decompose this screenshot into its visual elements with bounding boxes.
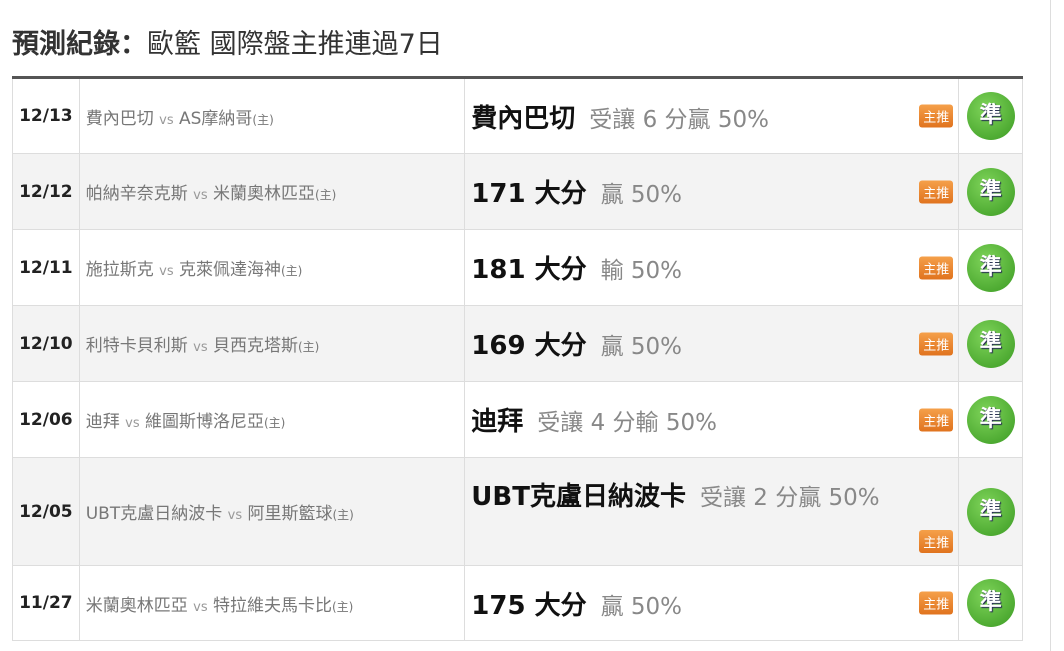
divider [1050,0,1051,651]
result-cell: 準 [958,229,1023,306]
pick-detail: 贏 50% [600,334,683,360]
home-mark: (主) [332,508,354,522]
away-team: 施拉斯克 [85,260,154,280]
matchup[interactable]: 米蘭奧林匹亞 vs 特拉維夫馬卡比(主) [78,565,466,641]
result-cell: 準 [958,565,1023,641]
main-pick-tag: 主推 [919,408,954,431]
home-team: 貝西克塔斯 [213,336,298,356]
pick-detail: 贏 50% [600,593,683,620]
page-title: 預測紀錄：歐籃 國際盤主推連過7日 [12,22,443,61]
title-text: 歐籃 國際盤主推連過7日 [147,29,443,60]
away-team: UBT克盧日納波卡 [85,504,223,524]
home-team: 維圖斯博洛尼亞 [145,412,264,432]
pick: 171 大分 [471,179,587,209]
table-row: 12/12 帕納辛奈克斯 vs 米蘭奧林匹亞(主) 171 大分贏 50% 主推 … [12,153,1023,230]
pick-cell: 175 大分贏 50% 主推 [464,565,960,641]
correct-badge-icon: 準 [966,579,1015,627]
correct-badge-icon: 準 [966,243,1015,292]
home-mark: (主) [252,112,274,127]
matchup[interactable]: 帕納辛奈克斯 vs 米蘭奧林匹亞(主) [78,153,466,230]
home-team: AS摩納哥 [179,108,253,129]
pick-cell: 迪拜 受讓 4 分輸 50% 主推 [464,381,960,458]
main-pick-tag: 主推 [919,104,954,128]
prediction-table: 12/13 費內巴切 vs AS摩納哥(主) 費內巴切 受讓 6 分贏 50% 主推… [12,76,1023,641]
result-cell: 準 [958,305,1023,382]
vs-label: vs [193,188,208,203]
pick: 181 大分 [471,255,587,285]
date: 12/06 [12,381,80,458]
date: 12/05 [12,457,80,566]
home-team: 米蘭奧林匹亞 [213,184,315,204]
home-mark: (主) [315,188,337,202]
vs-label: vs [193,599,208,615]
correct-badge-icon: 準 [966,92,1015,140]
away-team: 迪拜 [85,412,120,432]
pick: UBT克盧日納波卡 [471,482,686,512]
pick: 175 大分 [471,590,587,621]
correct-badge-icon: 準 [966,167,1015,216]
home-team: 阿里斯籃球 [247,504,333,524]
main-pick-tag: 主推 [919,332,954,355]
title-prefix: 預測紀錄： [12,29,147,60]
pick-detail: 受讓 4 分輸 50% [537,410,717,436]
date: 12/12 [12,153,80,230]
pick-detail: 受讓 6 分贏 50% [589,106,769,133]
date: 12/11 [12,229,80,306]
vs-label: vs [125,416,140,431]
vs-label: vs [159,264,174,279]
main-pick-tag: 主推 [919,591,954,615]
table-row: 12/05 UBT克盧日納波卡 vs 阿里斯籃球(主) UBT克盧日納波卡 受讓 … [12,457,1023,566]
pick: 迪拜 [471,407,524,437]
home-team: 特拉維夫馬卡比 [213,595,332,616]
correct-badge-icon: 準 [966,395,1015,444]
vs-label: vs [227,508,243,523]
table-row: 12/13 費內巴切 vs AS摩納哥(主) 費內巴切 受讓 6 分贏 50% 主推… [12,77,1023,154]
date: 12/10 [12,305,80,382]
pick-cell: 181 大分輸 50% 主推 [464,229,960,306]
matchup[interactable]: UBT克盧日納波卡 vs 阿里斯籃球(主) [78,457,466,566]
matchup[interactable]: 利特卡貝利斯 vs 貝西克塔斯(主) [78,305,466,382]
result-cell: 準 [958,77,1023,154]
result-cell: 準 [958,153,1023,230]
correct-badge-icon: 準 [966,487,1015,536]
home-team: 克萊佩達海神 [179,260,281,280]
table-row: 12/10 利特卡貝利斯 vs 貝西克塔斯(主) 169 大分贏 50% 主推 準 [12,305,1023,382]
away-team: 利特卡貝利斯 [85,336,188,356]
table-row: 11/27 米蘭奧林匹亞 vs 特拉維夫馬卡比(主) 175 大分贏 50% 主推… [12,565,1023,641]
result-cell: 準 [958,457,1023,566]
away-team: 帕納辛奈克斯 [85,184,188,204]
date: 12/13 [12,77,80,154]
matchup[interactable]: 費內巴切 vs AS摩納哥(主) [78,77,466,154]
home-mark: (主) [332,599,354,614]
result-cell: 準 [958,381,1023,458]
away-team: 費內巴切 [85,108,154,129]
pick-detail: 受讓 2 分贏 50% [699,485,880,511]
matchup[interactable]: 施拉斯克 vs 克萊佩達海神(主) [78,229,466,306]
pick-detail: 輸 50% [600,258,683,284]
table-row: 12/06 迪拜 vs 維圖斯博洛尼亞(主) 迪拜 受讓 4 分輸 50% 主推 準 [12,381,1023,458]
pick-detail: 贏 50% [600,182,683,208]
main-pick-tag: 主推 [919,256,954,279]
table-row: 12/11 施拉斯克 vs 克萊佩達海神(主) 181 大分輸 50% 主推 準 [12,229,1023,306]
main-pick-tag: 主推 [919,530,954,553]
home-mark: (主) [281,264,303,278]
pick-cell: 169 大分贏 50% 主推 [464,305,960,382]
home-mark: (主) [264,416,286,430]
main-pick-tag: 主推 [919,180,954,203]
matchup[interactable]: 迪拜 vs 維圖斯博洛尼亞(主) [78,381,466,458]
vs-label: vs [193,340,208,355]
pick-cell: 171 大分贏 50% 主推 [464,153,960,230]
pick-cell: UBT克盧日納波卡 受讓 2 分贏 50% 主推 [464,457,960,566]
date: 11/27 [12,565,80,641]
vs-label: vs [159,112,174,128]
correct-badge-icon: 準 [966,319,1015,368]
home-mark: (主) [298,340,320,354]
away-team: 米蘭奧林匹亞 [85,595,188,616]
pick-cell: 費內巴切 受讓 6 分贏 50% 主推 [464,77,960,154]
pick: 169 大分 [471,331,587,361]
pick: 費內巴切 [471,103,576,134]
